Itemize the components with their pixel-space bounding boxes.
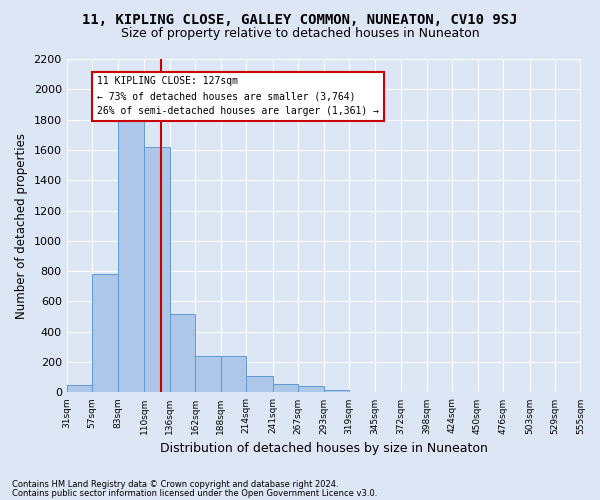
Bar	[144, 147, 170, 392]
Y-axis label: Number of detached properties: Number of detached properties	[15, 132, 28, 318]
Text: 11, KIPLING CLOSE, GALLEY COMMON, NUNEATON, CV10 9SJ: 11, KIPLING CLOSE, GALLEY COMMON, NUNEAT…	[82, 12, 518, 26]
Text: Size of property relative to detached houses in Nuneaton: Size of property relative to detached ho…	[121, 28, 479, 40]
Bar	[92, 274, 118, 392]
Bar	[221, 356, 246, 393]
Bar	[67, 385, 92, 392]
Bar	[246, 376, 272, 392]
Bar	[195, 356, 221, 393]
Bar	[118, 116, 144, 392]
Bar	[323, 390, 349, 392]
Bar	[298, 386, 323, 392]
Bar	[170, 314, 195, 392]
Text: Contains public sector information licensed under the Open Government Licence v3: Contains public sector information licen…	[12, 488, 377, 498]
Text: 11 KIPLING CLOSE: 127sqm
← 73% of detached houses are smaller (3,764)
26% of sem: 11 KIPLING CLOSE: 127sqm ← 73% of detach…	[97, 76, 379, 116]
Bar	[272, 384, 298, 392]
X-axis label: Distribution of detached houses by size in Nuneaton: Distribution of detached houses by size …	[160, 442, 488, 455]
Text: Contains HM Land Registry data © Crown copyright and database right 2024.: Contains HM Land Registry data © Crown c…	[12, 480, 338, 489]
